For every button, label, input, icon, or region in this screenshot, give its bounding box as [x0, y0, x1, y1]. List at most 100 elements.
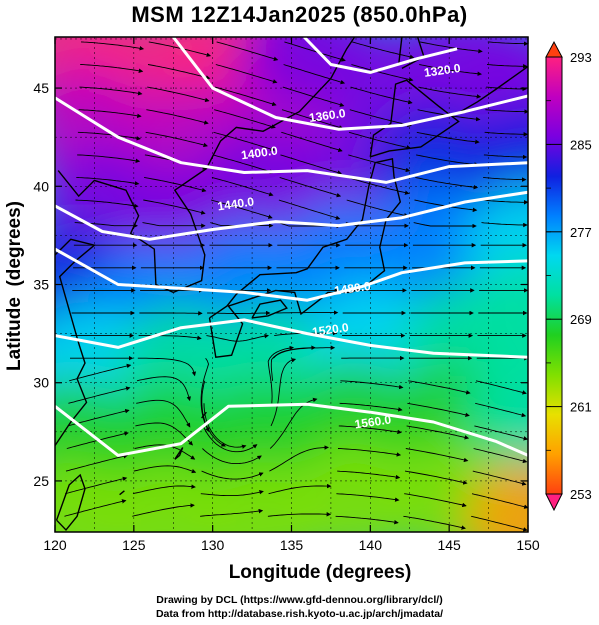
contour-label: 1560.0: [354, 412, 393, 431]
streamline: [404, 493, 467, 508]
coastline: [208, 157, 402, 358]
streamline: [273, 345, 336, 359]
streamline: [408, 380, 471, 395]
contour-label: 1440.0: [217, 194, 256, 213]
streamline: [280, 154, 342, 175]
streamline: [419, 41, 483, 54]
streamline: [475, 380, 527, 395]
streamline: [405, 448, 469, 463]
streamline: [202, 448, 262, 465]
y-tick-label: 40: [33, 178, 49, 194]
streamline: [212, 154, 275, 174]
temperature-sample: [292, 438, 417, 532]
x-tick-label: 145: [437, 537, 461, 553]
streamline: [482, 199, 528, 205]
streamline: [486, 64, 528, 69]
streamline: [406, 425, 470, 440]
colorbar-min-triangle: [545, 493, 563, 512]
streamline: [80, 41, 145, 51]
streamline: [65, 476, 128, 495]
coastline: [174, 447, 184, 460]
streamline: [76, 176, 140, 186]
streamline: [210, 199, 273, 219]
contour-label: 1360.0: [308, 106, 347, 125]
streamline: [407, 402, 470, 418]
x-tick-label: 140: [359, 537, 383, 553]
streamline: [278, 199, 341, 220]
streamline: [486, 86, 527, 92]
streamline: [202, 425, 258, 453]
y-tick-label: 30: [33, 375, 49, 391]
streamline: [483, 154, 528, 160]
streamline: [270, 358, 297, 427]
streamline: [269, 445, 329, 472]
coastline: [119, 490, 125, 496]
streamline: [337, 448, 402, 457]
streamline: [79, 86, 143, 96]
streamline: [136, 376, 191, 402]
streamline: [281, 131, 343, 153]
streamline: [338, 425, 402, 435]
streamline: [268, 483, 332, 495]
streamline: [200, 489, 264, 497]
streamline: [340, 380, 404, 390]
x-tick-label: 120: [43, 537, 67, 553]
streamline: [279, 176, 342, 198]
streamline: [206, 333, 269, 342]
streamline: [214, 109, 276, 129]
streamline: [147, 86, 210, 103]
streamline: [481, 222, 528, 228]
streamline: [68, 386, 131, 404]
streamline: [147, 64, 211, 80]
axes: 120 125 130 135 140 145 150 25 30 35 40 45: [33, 37, 540, 553]
streamline: [485, 109, 528, 114]
streamline: [77, 154, 141, 164]
streamline: [282, 86, 345, 107]
contour-line: [55, 402, 528, 457]
contour-label: 1320.0: [423, 61, 462, 80]
streamline: [146, 109, 209, 125]
streamline: [144, 176, 207, 193]
streamline: [132, 484, 196, 495]
temperature-shading: [55, 37, 528, 532]
streamline: [135, 422, 194, 446]
contour-line: [55, 96, 528, 184]
streamline: [211, 176, 274, 197]
streamline: [474, 425, 528, 441]
streamline: [351, 64, 414, 82]
streamline: [349, 109, 412, 127]
map-title: MSM 12Z14Jan2025 (850.0hPa): [131, 2, 468, 27]
map-plot-area: 1320.0 1360.0 1400.0 1440.0 1480.0 1520.0 1560…: [55, 37, 528, 532]
x-tick-label: 135: [280, 537, 304, 553]
colorbar-tick-label: 293: [570, 50, 592, 65]
streamline: [336, 493, 400, 502]
streamline: [350, 86, 413, 105]
streamline: [213, 131, 276, 152]
streamline: [487, 41, 528, 46]
streamline: [136, 399, 191, 428]
colorbar-max-triangle: [545, 40, 563, 58]
x-tick-label: 130: [201, 537, 225, 553]
streamline: [347, 176, 410, 195]
streamline: [200, 357, 210, 433]
x-tick-label: 125: [122, 537, 146, 553]
contour-line: [55, 318, 528, 359]
streamline: [267, 345, 294, 404]
streamline: [203, 403, 247, 449]
streamline: [413, 222, 477, 229]
streamline: [472, 470, 527, 486]
streamline: [77, 131, 141, 141]
streamline: [284, 41, 346, 62]
streamline: [419, 64, 482, 76]
streamline: [337, 470, 401, 480]
streamline: [345, 222, 409, 229]
y-axis-label: Latitude (degrees): [4, 201, 25, 371]
coastline: [201, 411, 207, 419]
colorbar: 293 285 277 269 261 253: [545, 40, 592, 512]
streamline: [148, 41, 212, 57]
coastline: [55, 238, 96, 446]
streamline: [352, 41, 415, 59]
x-axis-label: Longitude (degrees): [229, 562, 412, 583]
streamline: [473, 448, 528, 464]
